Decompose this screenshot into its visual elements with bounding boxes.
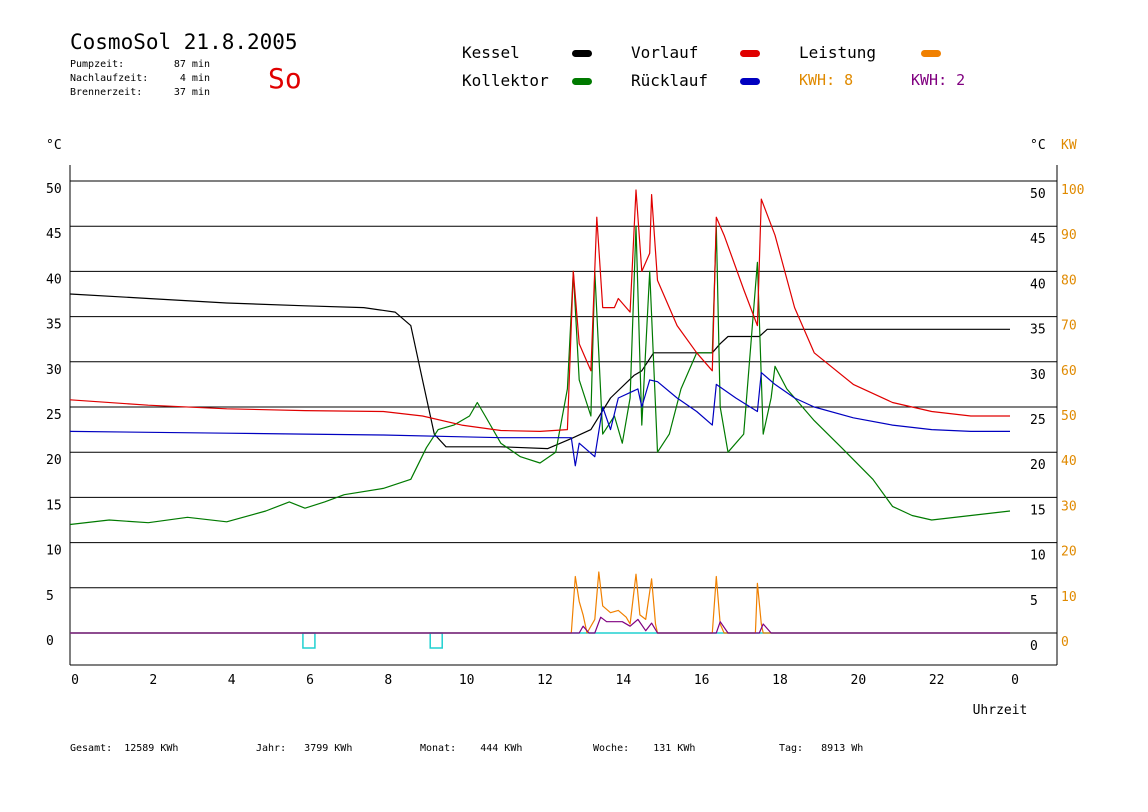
legend-kollektor-swatch xyxy=(572,78,592,85)
footer-tag: Tag: 8913 Wh xyxy=(779,743,864,754)
legend-ruecklauf-label: Rücklauf xyxy=(631,71,709,90)
y-right-tick-0: 0 xyxy=(1030,639,1038,654)
x-tick-1: 2 xyxy=(149,673,157,688)
x-tick-3: 6 xyxy=(306,673,314,688)
y2-tick-50: 50 xyxy=(1061,409,1077,424)
right-axis-unit: °C xyxy=(1030,138,1046,153)
left-axis-unit: °C xyxy=(46,138,62,153)
legend-vorlauf-swatch xyxy=(740,50,760,57)
chart-title: CosmoSol 21.8.2005 xyxy=(70,30,298,54)
footer-gesamt: Gesamt: 12589 KWh xyxy=(70,743,179,754)
y-right-tick-25: 25 xyxy=(1030,413,1046,428)
legend-kessel-label: Kessel xyxy=(462,43,520,62)
footer-woche: Woche: 131 KWh xyxy=(593,743,696,754)
y-right-tick-5: 5 xyxy=(1030,594,1038,609)
legend-leistung-swatch xyxy=(921,50,941,57)
series-ruecklauf xyxy=(69,372,1010,467)
y-right-tick-45: 45 xyxy=(1030,232,1046,247)
series-leistung xyxy=(70,571,1010,634)
pump-marker-1 xyxy=(429,632,443,649)
right-axis-unit2: KW xyxy=(1061,138,1077,153)
x-tick-9: 18 xyxy=(772,673,788,688)
series-kwh_b xyxy=(70,616,1010,634)
y2-tick-70: 70 xyxy=(1061,319,1077,334)
x-tick-11: 22 xyxy=(929,673,945,688)
x-tick-2: 4 xyxy=(228,673,236,688)
y-right-tick-10: 10 xyxy=(1030,549,1046,564)
y-right-tick-15: 15 xyxy=(1030,503,1046,518)
y2-tick-30: 30 xyxy=(1061,499,1077,514)
y-left-tick-10: 10 xyxy=(46,544,62,559)
y2-tick-90: 90 xyxy=(1061,228,1077,243)
y2-tick-60: 60 xyxy=(1061,364,1077,379)
y2-tick-10: 10 xyxy=(1061,590,1077,605)
weekday-label: So xyxy=(268,62,302,95)
pump-marker-0 xyxy=(302,632,316,649)
stat-nachlaufzeit: Nachlaufzeit: 4 min xyxy=(70,73,210,84)
y-right-tick-50: 50 xyxy=(1030,187,1046,202)
y-left-tick-25: 25 xyxy=(46,408,62,423)
legend-kessel-swatch xyxy=(572,50,592,57)
x-axis-label: Uhrzeit xyxy=(973,703,1028,718)
y-left-tick-35: 35 xyxy=(46,318,62,333)
legend-vorlauf-label: Vorlauf xyxy=(631,43,699,62)
y-right-tick-35: 35 xyxy=(1030,323,1046,338)
stats-block: Pumpzeit: 87 min Nachlaufzeit: 4 min Brenn… xyxy=(70,58,210,100)
x-tick-4: 8 xyxy=(384,673,392,688)
stat-pumpzeit: Pumpzeit: 87 min xyxy=(70,59,210,70)
legend-kwh-leistung: KWH: 8 xyxy=(799,71,854,89)
legend-leistung-label: Leistung xyxy=(799,43,877,62)
y-left-tick-20: 20 xyxy=(46,453,62,468)
y2-tick-80: 80 xyxy=(1061,273,1077,288)
x-tick-5: 10 xyxy=(459,673,475,688)
footer-monat: Monat: 444 KWh xyxy=(420,743,523,754)
x-tick-12: 0 xyxy=(1011,673,1019,688)
footer-jahr: Jahr: 3799 KWh xyxy=(256,743,353,754)
y2-tick-20: 20 xyxy=(1061,545,1077,560)
x-tick-6: 12 xyxy=(537,673,553,688)
series-kessel xyxy=(69,293,1010,450)
x-tick-8: 16 xyxy=(694,673,710,688)
y-left-tick-40: 40 xyxy=(46,272,62,287)
y-left-tick-30: 30 xyxy=(46,363,62,378)
y-right-tick-30: 30 xyxy=(1030,368,1046,383)
y2-tick-40: 40 xyxy=(1061,454,1077,469)
y-left-tick-15: 15 xyxy=(46,498,62,513)
legend-kwh-secondary: KWH: 2 xyxy=(911,71,966,89)
y2-tick-0: 0 xyxy=(1061,635,1069,650)
series-vorlauf xyxy=(69,189,1010,432)
x-tick-7: 14 xyxy=(616,673,632,688)
y-left-tick-50: 50 xyxy=(46,182,62,197)
x-tick-10: 20 xyxy=(851,673,867,688)
legend-kollektor-label: Kollektor xyxy=(462,71,549,90)
y-right-tick-40: 40 xyxy=(1030,277,1046,292)
x-tick-0: 0 xyxy=(71,673,79,688)
stat-brennerzeit: Brennerzeit: 37 min xyxy=(70,87,210,98)
y-left-tick-0: 0 xyxy=(46,634,54,649)
y-right-tick-20: 20 xyxy=(1030,458,1046,473)
y2-tick-100: 100 xyxy=(1061,183,1084,198)
legend-ruecklauf-swatch xyxy=(740,78,760,85)
y-left-tick-5: 5 xyxy=(46,589,54,604)
y-left-tick-45: 45 xyxy=(46,227,62,242)
